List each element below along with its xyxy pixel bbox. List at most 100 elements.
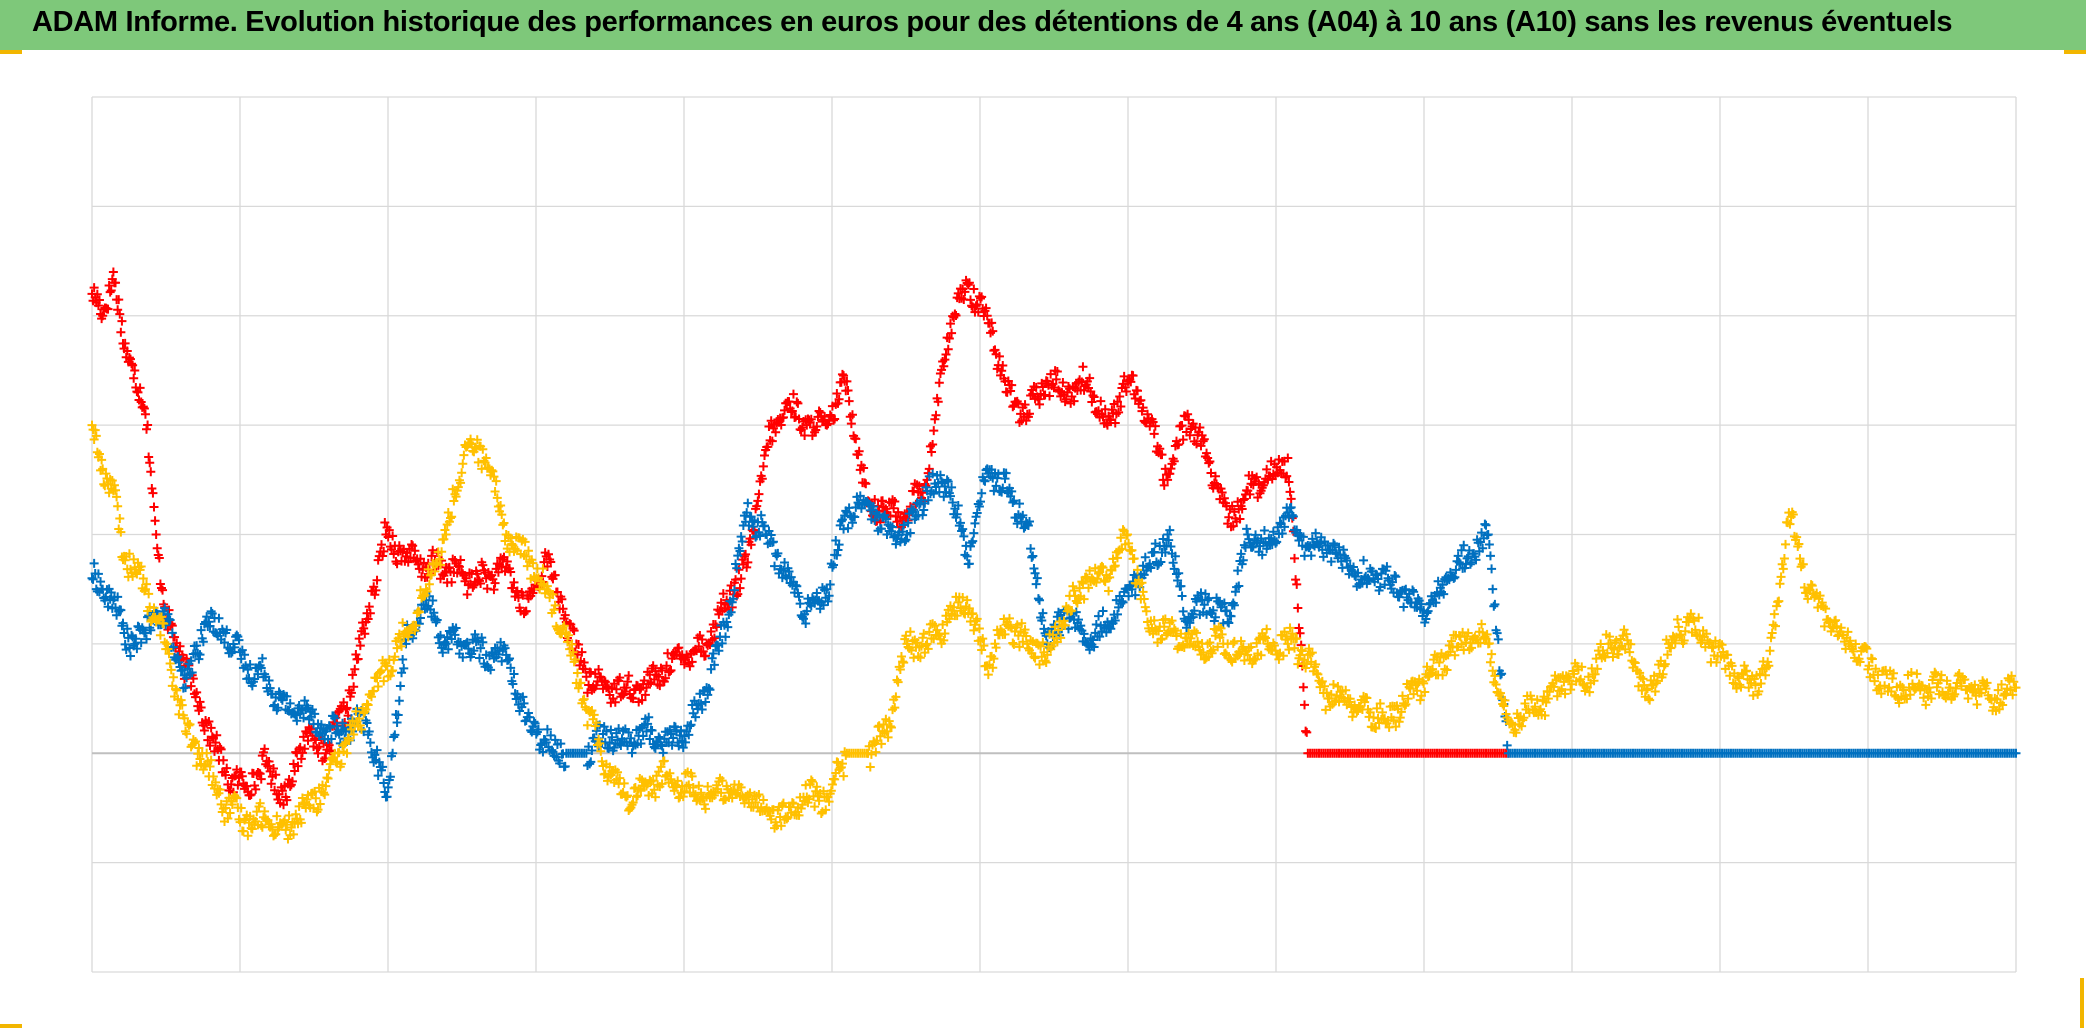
data-point-interp bbox=[1114, 407, 1124, 417]
data-point-interp bbox=[1009, 496, 1019, 506]
data-point-interp bbox=[1213, 642, 1223, 652]
data-point-interp bbox=[833, 398, 843, 408]
data-point-interp bbox=[279, 800, 289, 810]
data-point-interp bbox=[1275, 518, 1285, 528]
data-point-interp bbox=[1189, 606, 1199, 616]
data-point-interp bbox=[751, 797, 761, 807]
data-point-interp bbox=[89, 283, 99, 293]
data-point-interp bbox=[174, 657, 184, 667]
data-point-interp bbox=[707, 653, 717, 663]
data-point-interp bbox=[1460, 563, 1470, 573]
data-point-interp bbox=[1315, 538, 1325, 548]
data-point-interp bbox=[933, 397, 943, 407]
data-point-interp bbox=[415, 613, 425, 623]
data-point-interp bbox=[717, 776, 727, 786]
data-point-interp bbox=[447, 512, 457, 522]
data-point-interp bbox=[1094, 611, 1104, 621]
data-point-interp bbox=[117, 316, 127, 326]
data-point-interp bbox=[547, 745, 557, 755]
data-point-interp bbox=[732, 563, 742, 573]
data-point-interp bbox=[116, 527, 126, 537]
data-point bbox=[130, 639, 140, 649]
data-point-interp bbox=[478, 444, 488, 454]
data-point-interp bbox=[935, 470, 945, 480]
data-point-interp bbox=[1020, 625, 1030, 635]
data-point-interp bbox=[1490, 671, 1500, 681]
data-point-interp bbox=[177, 700, 187, 710]
data-point-interp bbox=[1079, 629, 1089, 639]
data-point-interp bbox=[735, 546, 745, 556]
data-point-interp bbox=[770, 561, 780, 571]
data-point-interp bbox=[264, 676, 274, 686]
data-point-interp bbox=[900, 536, 910, 546]
data-point-interp bbox=[745, 534, 755, 544]
data-point-interp bbox=[1794, 539, 1804, 549]
data-point-interp bbox=[1398, 691, 1407, 701]
data-point-interp bbox=[979, 475, 989, 485]
data-point-interp bbox=[972, 614, 982, 624]
data-point-interp bbox=[165, 658, 175, 668]
data-point-interp bbox=[218, 755, 228, 765]
data-point-interp bbox=[1511, 728, 1521, 738]
data-point-interp bbox=[810, 802, 820, 812]
data-point bbox=[98, 311, 108, 321]
data-point-interp bbox=[260, 806, 270, 816]
data-point-interp bbox=[628, 798, 638, 808]
data-point-interp bbox=[1887, 674, 1897, 684]
data-point-interp bbox=[1133, 565, 1143, 575]
data-point-interp bbox=[1317, 676, 1327, 686]
data-point-interp bbox=[310, 709, 320, 719]
data-point-interp bbox=[252, 807, 262, 817]
data-point-interp bbox=[596, 746, 606, 756]
data-point-interp bbox=[758, 795, 768, 805]
data-point-interp bbox=[1815, 591, 1825, 601]
data-point-interp bbox=[1069, 396, 1079, 406]
data-point-interp bbox=[1056, 633, 1066, 643]
data-point-interp bbox=[1012, 620, 1022, 630]
data-point-interp bbox=[1750, 680, 1760, 690]
data-point-interp bbox=[1009, 639, 1019, 649]
data-point-interp bbox=[940, 628, 950, 638]
data-point-interp bbox=[1198, 436, 1208, 446]
data-point-interp bbox=[1408, 585, 1418, 595]
data-point-interp bbox=[1008, 497, 1018, 507]
data-point-interp bbox=[1138, 587, 1148, 597]
data-point-interp bbox=[687, 771, 697, 781]
data-point-interp bbox=[1602, 648, 1612, 658]
data-point-interp bbox=[415, 585, 425, 595]
data-point-interp bbox=[538, 564, 548, 574]
data-point-interp bbox=[257, 822, 267, 832]
data-point-interp bbox=[456, 478, 466, 488]
data-point-interp bbox=[896, 651, 906, 661]
data-point-interp bbox=[953, 500, 963, 510]
data-point-interp bbox=[211, 777, 221, 787]
data-point-interp bbox=[128, 360, 138, 370]
data-point-interp bbox=[609, 743, 619, 753]
data-point-interp bbox=[118, 618, 128, 628]
data-point-interp bbox=[1226, 611, 1236, 621]
data-point bbox=[1764, 661, 1774, 671]
chart-title: ADAM Informe. Evolution historique des p… bbox=[32, 6, 1953, 38]
data-point-interp bbox=[748, 522, 758, 532]
data-point-interp bbox=[674, 643, 684, 653]
data-point-interp bbox=[599, 676, 609, 686]
data-point-interp bbox=[250, 674, 260, 684]
data-point-interp bbox=[291, 809, 301, 819]
data-point-interp bbox=[1960, 674, 1970, 684]
data-point-interp bbox=[91, 431, 101, 441]
data-point-interp bbox=[958, 524, 968, 534]
data-point-interp bbox=[490, 487, 500, 497]
data-point-interp bbox=[1449, 573, 1459, 583]
data-point-interp bbox=[397, 641, 407, 651]
corner-mark-top-left bbox=[0, 50, 22, 54]
data-point-interp bbox=[1391, 572, 1401, 582]
data-point-interp bbox=[964, 278, 974, 288]
data-point-interp bbox=[204, 717, 214, 727]
data-point-interp bbox=[129, 373, 139, 383]
data-point bbox=[782, 573, 792, 583]
data-point-interp bbox=[434, 554, 444, 564]
data-point-interp bbox=[1589, 676, 1599, 686]
data-point-interp bbox=[205, 621, 215, 631]
data-point-interp bbox=[812, 782, 822, 792]
corner-mark-top-right bbox=[2064, 50, 2086, 54]
